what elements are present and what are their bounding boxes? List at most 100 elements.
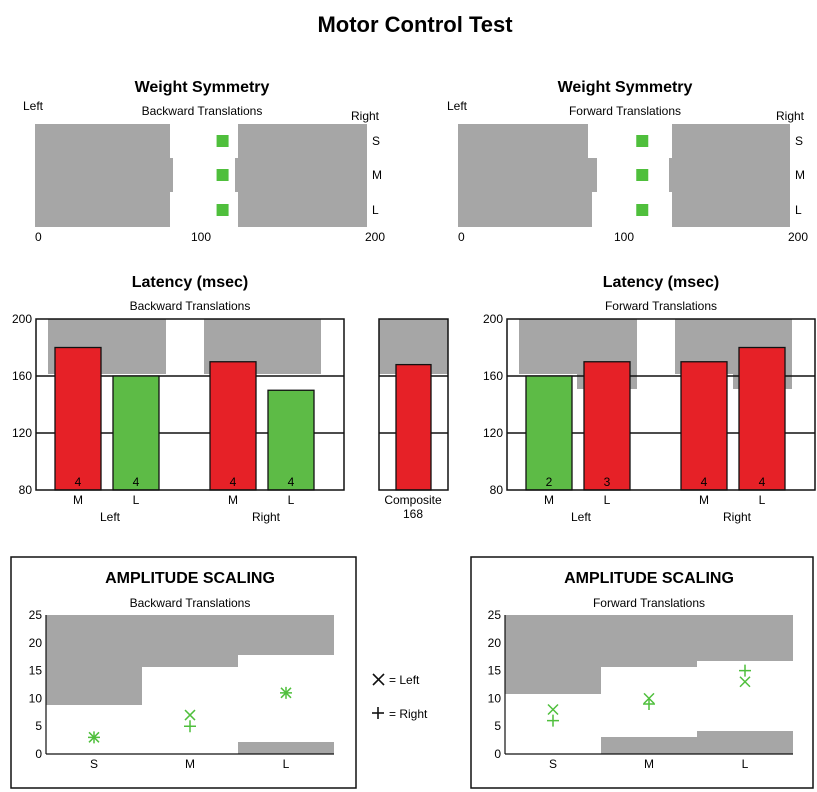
chart-title: AMPLITUDE SCALING: [105, 570, 275, 587]
x-category-l: L: [133, 493, 140, 507]
weight-symmetry-forward-chart: Weight Symmetry Forward Translations Lef…: [447, 79, 808, 244]
left-cross-marker-s: [547, 703, 559, 716]
x-category-m: M: [699, 493, 709, 507]
x-category-l: L: [283, 757, 290, 771]
row-label-s: S: [372, 134, 380, 148]
row-label-l: L: [372, 203, 379, 217]
weight-markers: [216, 135, 229, 216]
x-tick-200: 200: [788, 230, 808, 244]
latency-forward-chart: Latency (msec) Forward Translations 2 3 4 4…: [483, 274, 816, 524]
y-tick-labels: 0 5 10 15 20 25: [488, 608, 502, 761]
x-category-s: S: [90, 757, 98, 771]
weight-symmetry-backward-chart: Weight Symmetry Backward Translations Le…: [23, 79, 385, 244]
row-label-s: S: [795, 134, 803, 148]
bar-count-label: 3: [604, 475, 611, 489]
x-tick-0: 0: [458, 230, 465, 244]
bar-count-label: 2: [546, 475, 553, 489]
latency-bar-1: [525, 375, 573, 491]
right-plus-marker-s: [88, 731, 100, 744]
panel-frame: [470, 556, 814, 789]
weight-marker-m: [636, 169, 649, 181]
y-tick-25: 25: [488, 608, 502, 622]
y-tick-160: 160: [12, 369, 32, 383]
x-category-m: M: [73, 493, 83, 507]
y-tick-15: 15: [488, 664, 502, 678]
weight-markers: [636, 135, 649, 216]
y-tick-10: 10: [488, 691, 502, 705]
left-cross-marker-m: [184, 709, 196, 721]
legend-left-label: = Left: [389, 673, 420, 687]
weight-marker-m: [216, 169, 229, 181]
group-label-left: Left: [571, 510, 592, 524]
y-tick-15: 15: [29, 664, 43, 678]
amplitude-markers: [88, 686, 292, 744]
y-tick-20: 20: [488, 636, 502, 650]
chart-title: AMPLITUDE SCALING: [564, 570, 734, 587]
right-plus-marker-l: [739, 664, 751, 677]
chart-subtitle: Backward Translations: [130, 299, 251, 313]
x-tick-100: 100: [614, 230, 634, 244]
left-label: Left: [23, 99, 44, 113]
y-tick-labels: 80 120 160 200: [12, 312, 32, 497]
y-tick-0: 0: [494, 747, 501, 761]
right-plus-marker-m: [643, 697, 655, 710]
y-tick-labels: 0 5 10 15 20 25: [29, 608, 43, 761]
bar-count-label: 4: [230, 475, 237, 489]
x-tick-labels: 0 100 200: [458, 230, 808, 244]
x-category-l: L: [742, 757, 749, 771]
weight-marker-l: [216, 204, 229, 216]
bar-count-label: 4: [288, 475, 295, 489]
y-tick-labels: 80 120 160 200: [483, 312, 503, 497]
latency-bar-2: [112, 375, 160, 491]
latency-bar-1: [395, 363, 432, 491]
y-tick-80: 80: [490, 483, 504, 497]
x-tick-labels: 0 100 200: [35, 230, 385, 244]
y-tick-80: 80: [19, 483, 33, 497]
chart-title: Latency (msec): [132, 274, 249, 291]
group-label-right: Right: [252, 510, 281, 524]
bar-count-label: 4: [133, 475, 140, 489]
amplitude-forward-chart: AMPLITUDE SCALING Forward Translations 0…: [470, 556, 814, 789]
bar-count-label: 4: [75, 475, 82, 489]
latency-composite-chart: Composite 168: [378, 318, 449, 521]
latency-bar-1: [54, 346, 102, 491]
normal-range-band: [46, 655, 334, 754]
y-tick-0: 0: [35, 747, 42, 761]
chart-title: Weight Symmetry: [558, 79, 693, 96]
plot-frame: [35, 318, 345, 491]
normal-range-band: [588, 124, 672, 227]
composite-label: Composite: [384, 493, 442, 507]
bar-count-label: 4: [759, 475, 766, 489]
amplitude-markers: [547, 664, 751, 727]
x-category-l: L: [759, 493, 766, 507]
group-label-left: Left: [100, 510, 121, 524]
chart-subtitle: Forward Translations: [605, 299, 717, 313]
right-plus-marker-l: [280, 686, 292, 699]
row-label-l: L: [795, 203, 802, 217]
x-tick-100: 100: [191, 230, 211, 244]
latency-bar-4: [738, 346, 786, 491]
x-category-m: M: [228, 493, 238, 507]
latency-bars: 2 3 4 4: [525, 346, 786, 491]
y-tick-200: 200: [483, 312, 503, 326]
row-labels: S M L: [795, 134, 805, 217]
latency-bar-3: [209, 361, 257, 491]
group-label-right: Right: [723, 510, 752, 524]
latency-bar-3: [680, 361, 728, 491]
y-tick-5: 5: [494, 719, 501, 733]
chart-title: Latency (msec): [603, 274, 720, 291]
y-tick-200: 200: [12, 312, 32, 326]
right-label: Right: [351, 109, 380, 123]
y-tick-20: 20: [29, 636, 43, 650]
latency-bars: 4 4 4 4: [54, 346, 315, 491]
latency-bar-2: [583, 361, 631, 491]
weight-marker-s: [636, 135, 649, 147]
x-category-l: L: [604, 493, 611, 507]
right-plus-marker-s: [547, 714, 559, 727]
